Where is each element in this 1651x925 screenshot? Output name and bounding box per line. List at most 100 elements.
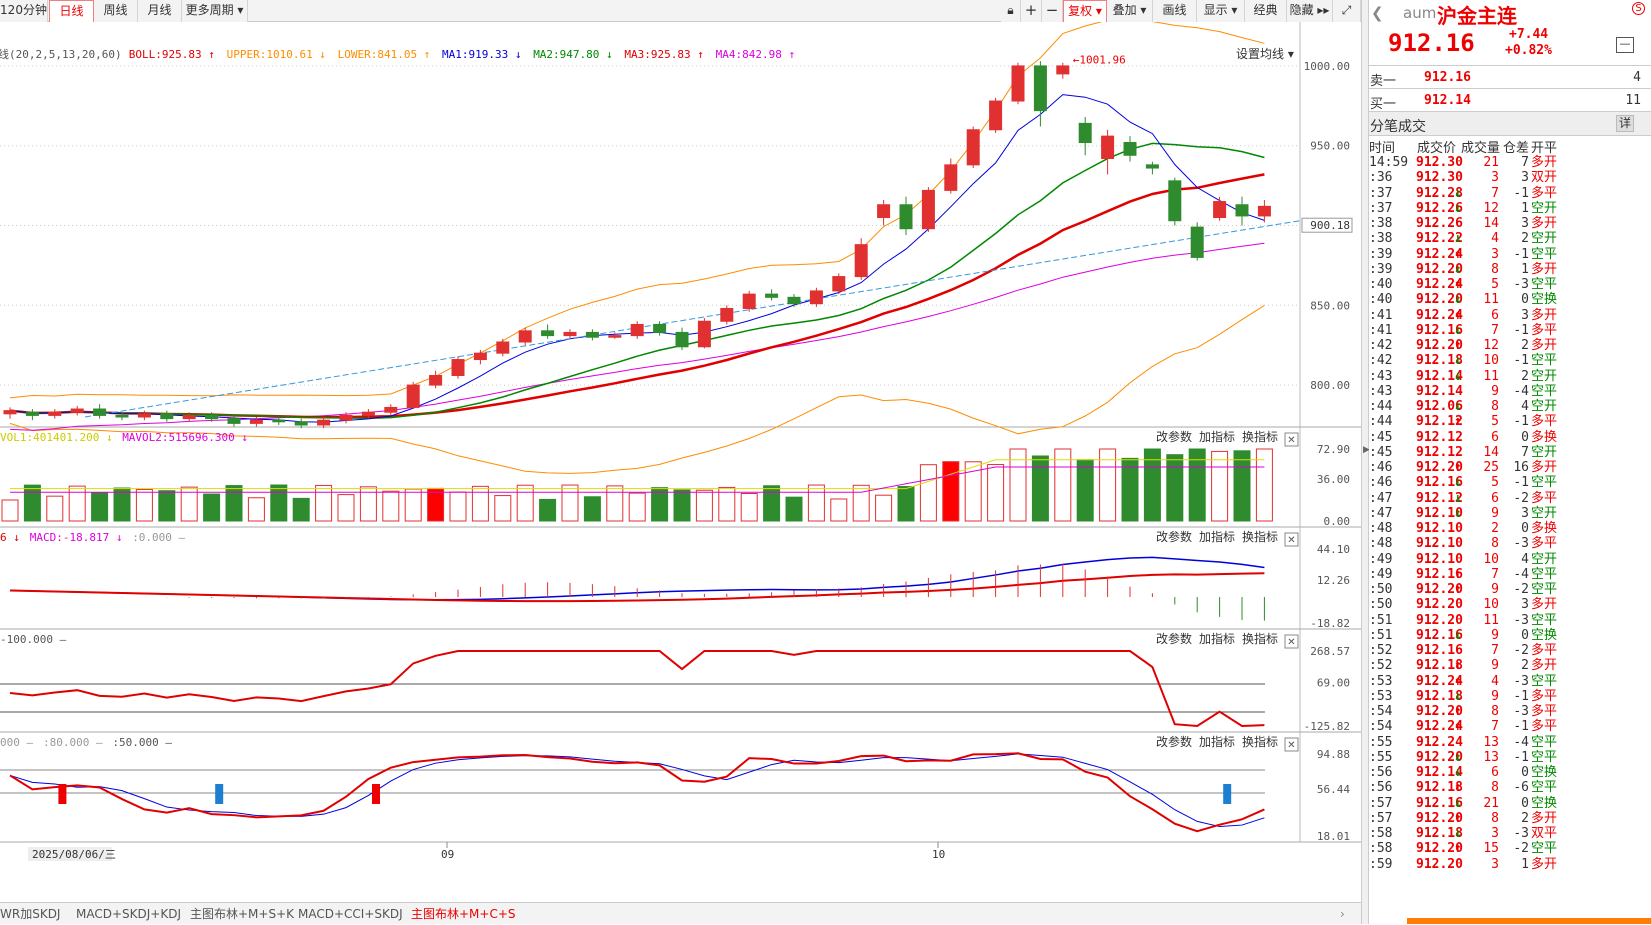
- pane-button[interactable]: 换指标: [1242, 631, 1278, 646]
- pane-button[interactable]: 改参数: [1156, 429, 1192, 444]
- pane-button[interactable]: 换指标: [1242, 529, 1278, 544]
- collapse-arrow-icon[interactable]: ▶: [1363, 445, 1370, 455]
- tab-macd-cci-skdj[interactable]: MACD+CCI+SKDJ: [298, 907, 403, 921]
- pane-button[interactable]: 改参数: [1156, 734, 1192, 749]
- trade-row: :42 912.18 ↓ 10 -1 空平: [1369, 353, 1651, 369]
- info-icon[interactable]: S: [1632, 2, 1645, 15]
- trade-open-close: 空平: [1531, 780, 1558, 796]
- trade-oi-change: 1: [1521, 261, 1529, 277]
- trade-volume: 21: [1483, 795, 1499, 811]
- adjust-dropdown[interactable]: 复权 ▾: [1063, 0, 1107, 22]
- trade-oi-change: 2: [1521, 338, 1529, 353]
- trade-row: :51 912.16 ↓ 9 0 空换: [1369, 628, 1651, 644]
- pane-legend-item: 000 –: [0, 736, 33, 749]
- sell1-volume: 4: [1633, 70, 1641, 85]
- trade-price: 912.30: [1416, 155, 1463, 170]
- pane-close-glyph[interactable]: ✕: [1287, 435, 1295, 446]
- trade-volume: 13: [1483, 749, 1499, 765]
- pane-button[interactable]: 改参数: [1156, 631, 1192, 646]
- tab-scroll-right-icon[interactable]: ›: [1340, 907, 1345, 921]
- trade-time: :36: [1369, 170, 1393, 186]
- trade-volume: 5: [1491, 475, 1499, 491]
- detail-button[interactable]: 详: [1616, 115, 1634, 132]
- quote-panel: ❮ aum 沪金主连 S 912.16 +7.44 +0.82% — 卖一 91…: [1369, 0, 1651, 924]
- panel-splitter[interactable]: ▶: [1361, 0, 1370, 924]
- hide-panel-button[interactable]: 隐藏 ▸▸: [1287, 0, 1333, 22]
- pane-button[interactable]: 换指标: [1242, 734, 1278, 749]
- prev-contract-icon[interactable]: ❮: [1371, 4, 1384, 22]
- period-weekly-button[interactable]: 周线: [94, 0, 138, 22]
- trade-volume: 7: [1491, 322, 1499, 338]
- trade-tick-arrow: ↓: [1454, 231, 1462, 247]
- trade-row: :39 912.20 ↓ 8 1 多开: [1369, 262, 1651, 278]
- tab-boll-m-s-k[interactable]: 主图布林+M+S+K: [190, 907, 295, 921]
- trade-volume: 14: [1483, 216, 1499, 231]
- candle-body: [317, 419, 331, 426]
- trade-tick-arrow: ↓: [1454, 292, 1462, 308]
- zoom-out-icon[interactable]: −: [1042, 0, 1063, 22]
- ma-settings-dropdown[interactable]: 设置均线 ▾: [1236, 47, 1294, 61]
- overlay-dropdown[interactable]: 叠加 ▾: [1107, 0, 1153, 22]
- pane-button[interactable]: 加指标: [1199, 429, 1235, 444]
- more-periods-dropdown[interactable]: 更多周期 ▾: [182, 0, 248, 22]
- pane-close-glyph[interactable]: ✕: [1287, 535, 1295, 546]
- trade-price: 912.20: [1416, 597, 1463, 613]
- trade-row: :45 912.12 6 0 多换: [1369, 430, 1651, 446]
- candle-body: [1033, 65, 1047, 112]
- pane-close-glyph[interactable]: ✕: [1287, 740, 1295, 751]
- display-dropdown[interactable]: 显示 ▾: [1197, 0, 1245, 22]
- pane-button[interactable]: 改参数: [1156, 529, 1192, 544]
- lock-icon[interactable]: 🔒︎: [1001, 0, 1021, 22]
- trade-time: :48: [1369, 521, 1393, 536]
- period-daily-button[interactable]: 日线: [49, 0, 94, 22]
- volume-bar: [135, 489, 153, 522]
- draw-line-button[interactable]: 画线: [1153, 0, 1197, 22]
- period-120min-button[interactable]: 120分钟: [0, 0, 48, 22]
- pane-button[interactable]: 加指标: [1199, 529, 1235, 544]
- main-legend-item: MA4:842.98 ↑: [716, 48, 795, 61]
- period-monthly-button[interactable]: 月线: [138, 0, 182, 22]
- template-tabs: WR加SKDJ MACD+SKDJ+KDJ 主图布林+M+S+K MACD+CC…: [0, 902, 1361, 924]
- trade-oi-change: 3: [1521, 170, 1529, 186]
- pane-legend-item: 6 ↓: [0, 531, 20, 544]
- volume-bar: [494, 495, 512, 522]
- tab-wr-skdj[interactable]: WR加SKDJ: [0, 907, 61, 921]
- candle-body: [406, 384, 420, 408]
- trade-price: 912.24: [1416, 307, 1463, 323]
- pane-axis-label: 69.00: [1317, 677, 1350, 690]
- trade-open-close: 空平: [1531, 582, 1558, 597]
- trade-open-close: 空换: [1531, 765, 1558, 780]
- candle-body: [3, 410, 17, 415]
- trade-tick-arrow: ↑: [1454, 841, 1462, 857]
- trade-row: :57 912.16 ↓ 21 0 空换: [1369, 796, 1651, 812]
- pane-button[interactable]: 加指标: [1199, 631, 1235, 646]
- trade-row: :53 912.18 ↓ 9 -1 多平: [1369, 689, 1651, 705]
- trade-row: :52 912.16 7 -2 多平: [1369, 643, 1651, 659]
- trade-tick-arrow: ↓: [1454, 353, 1462, 369]
- tab-macd-skdj-kdj[interactable]: MACD+SKDJ+KDJ: [76, 907, 181, 921]
- pane-legend-item: :0.000 –: [132, 531, 185, 544]
- candle-body: [675, 331, 689, 348]
- trade-time: :55: [1369, 734, 1393, 750]
- trade-oi-change: -2: [1513, 841, 1529, 857]
- trade-open-close: 空平: [1531, 475, 1558, 491]
- zoom-in-icon[interactable]: +: [1021, 0, 1042, 22]
- tab-boll-m-c-s[interactable]: 主图布林+M+C+S: [411, 907, 516, 921]
- volume-bar: [427, 487, 445, 522]
- trade-volume: 8: [1491, 704, 1499, 719]
- volume-bar: [113, 487, 131, 522]
- classic-button[interactable]: 经典: [1245, 0, 1287, 22]
- trade-price: 912.12: [1416, 414, 1463, 430]
- trade-price: 912.16: [1416, 566, 1463, 582]
- col-time: 时间: [1369, 141, 1396, 156]
- trade-time: :58: [1369, 841, 1393, 857]
- minimize-icon[interactable]: —: [1616, 37, 1634, 53]
- trade-time: :45: [1369, 429, 1393, 445]
- volume-bar: [292, 497, 310, 522]
- pane-button[interactable]: 加指标: [1199, 734, 1235, 749]
- kline-chart[interactable]: 1000.00950.00900.00850.00800.00900.18←10…: [0, 22, 1361, 902]
- trade-tick-arrow: ↓: [1454, 490, 1462, 506]
- fullscreen-icon[interactable]: ⤢: [1333, 0, 1361, 22]
- pane-close-glyph[interactable]: ✕: [1287, 637, 1295, 648]
- pane-button[interactable]: 换指标: [1242, 429, 1278, 444]
